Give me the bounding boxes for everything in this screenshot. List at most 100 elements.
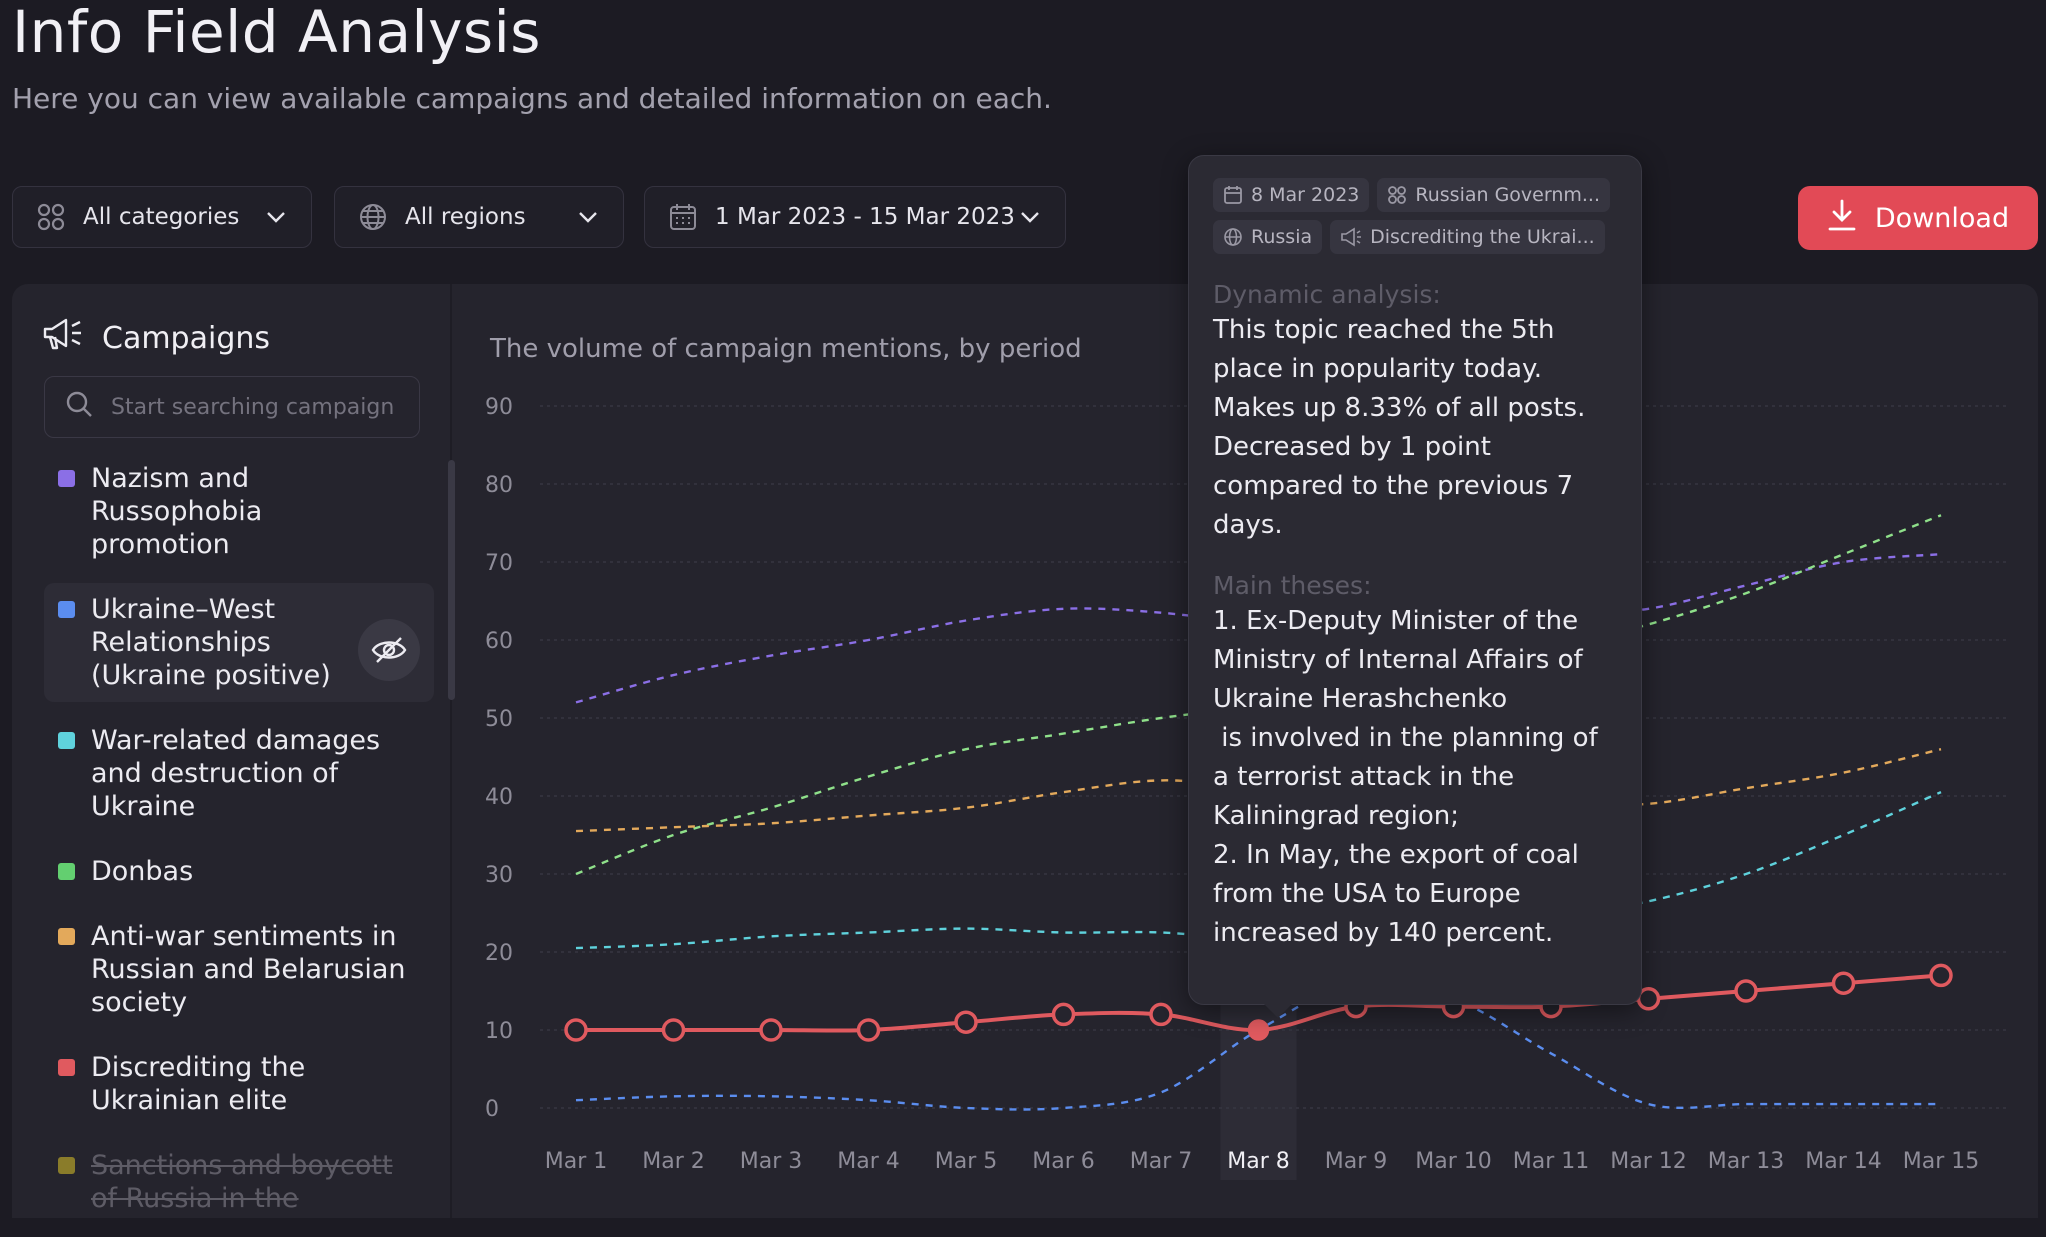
campaign-item[interactable]: Ukraine–West Relationships (Ukraine posi… [44, 583, 434, 702]
tag-region: Russia [1213, 220, 1323, 254]
data-point [1247, 1019, 1270, 1041]
data-point [661, 1018, 686, 1042]
page-subtitle: Here you can view available campaigns an… [12, 82, 1052, 115]
sidebar-scrollbar[interactable] [448, 460, 455, 700]
tag-date-label: 8 Mar 2023 [1251, 184, 1360, 206]
grid-icon [35, 201, 67, 233]
campaign-label: Ukraine–West Relationships (Ukraine posi… [91, 594, 331, 691]
categories-label: All categories [83, 204, 240, 230]
campaigns-header: Campaigns [42, 316, 270, 360]
campaign-item[interactable]: Anti-war sentiments in Russian and Belar… [44, 910, 434, 1029]
x-tick-label: Mar 13 [1708, 1149, 1785, 1174]
x-tick-label: Mar 3 [740, 1149, 803, 1174]
categories-dropdown[interactable]: All categories [12, 186, 312, 248]
data-point [1929, 963, 1953, 988]
campaign-item[interactable]: Sanctions and boycott of Russia in the [44, 1139, 434, 1225]
regions-label: All regions [405, 204, 526, 230]
tag-date: 8 Mar 2023 [1213, 178, 1370, 212]
page-title: Info Field Analysis [12, 0, 541, 66]
x-tick-label: Mar 5 [935, 1149, 998, 1174]
main-theses-label: Main theses: [1213, 571, 1372, 600]
download-icon [1827, 198, 1857, 239]
campaign-label: Nazism and Russophobia promotion [91, 463, 263, 560]
search-icon [65, 390, 93, 424]
y-tick-label: 80 [485, 473, 513, 498]
x-tick-label: Mar 15 [1903, 1149, 1980, 1174]
tag-campaign: Discrediting the Ukrai... [1330, 220, 1605, 254]
data-point [954, 1010, 978, 1034]
campaign-label: Anti-war sentiments in Russian and Belar… [91, 921, 406, 1018]
y-tick-label: 20 [485, 941, 513, 966]
x-tick-label: Mar 10 [1415, 1149, 1492, 1174]
dynamic-analysis-text: This topic reached the 5th place in popu… [1213, 315, 1594, 540]
data-point [1149, 1002, 1173, 1027]
campaign-search-box[interactable] [44, 376, 420, 438]
content-panel [12, 284, 2038, 1218]
x-tick-label: Mar 7 [1130, 1149, 1193, 1174]
y-tick-label: 60 [485, 629, 513, 654]
megaphone-icon [42, 316, 84, 360]
campaigns-title: Campaigns [102, 320, 271, 356]
calendar-icon [667, 201, 699, 233]
tag-region-label: Russia [1251, 226, 1313, 248]
campaign-label: Sanctions and boycott of Russia in the [91, 1150, 393, 1214]
x-tick-label: Mar 9 [1325, 1149, 1388, 1174]
campaign-item[interactable]: Nazism and Russophobia promotion [44, 452, 434, 571]
color-swatch [58, 1059, 75, 1076]
megaphone-icon [1341, 227, 1362, 247]
download-button[interactable]: Download [1798, 186, 2038, 250]
y-tick-label: 10 [485, 1019, 513, 1044]
globe-icon [357, 201, 389, 233]
date-range-picker[interactable]: 1 Mar 2023 - 15 Mar 2023 [644, 186, 1066, 248]
y-tick-label: 40 [485, 785, 513, 810]
regions-dropdown[interactable]: All regions [334, 186, 624, 248]
chart-title: The volume of campaign mentions, by peri… [490, 334, 1082, 364]
y-tick-label: 90 [485, 395, 513, 420]
campaigns-sidebar: Campaigns Nazism and Russophobia promoti… [12, 284, 455, 1218]
chart-tooltip: 8 Mar 2023 Russian Governm... Russia Dis… [1188, 155, 1642, 1005]
y-tick-label: 0 [485, 1097, 499, 1122]
color-swatch [58, 1157, 75, 1174]
color-swatch [58, 928, 75, 945]
date-range-label: 1 Mar 2023 - 15 Mar 2023 [715, 204, 1015, 230]
tooltip-pointer [1264, 1004, 1292, 1018]
hide-eye-icon[interactable] [358, 619, 420, 681]
x-tick-label: Mar 4 [837, 1149, 900, 1174]
tooltip-tags: 8 Mar 2023 Russian Governm... Russia Dis… [1213, 178, 1617, 254]
series-line [575, 553, 1942, 704]
data-point [564, 1018, 588, 1042]
grid-icon [1388, 186, 1407, 204]
color-swatch [58, 601, 75, 618]
x-tick-label: Mar 2 [642, 1149, 705, 1174]
tag-category: Russian Governm... [1377, 178, 1610, 212]
x-tick-label: Mar 11 [1513, 1149, 1590, 1174]
color-swatch [58, 732, 75, 749]
calendar-icon [1224, 186, 1242, 204]
x-tick-label: Mar 8 [1227, 1149, 1290, 1174]
y-tick-label: 50 [485, 707, 513, 732]
chevron-down-icon [575, 204, 601, 230]
x-tick-label: Mar 14 [1805, 1149, 1882, 1174]
y-tick-label: 30 [485, 863, 513, 888]
x-tick-label: Mar 6 [1032, 1149, 1095, 1174]
chevron-down-icon [1017, 204, 1043, 230]
data-point [1831, 971, 1856, 995]
tag-category-label: Russian Governm... [1415, 184, 1600, 206]
campaign-item[interactable]: Donbas [44, 845, 434, 898]
campaign-label: Donbas [91, 856, 194, 887]
color-swatch [58, 470, 75, 487]
series-line [575, 748, 1942, 833]
x-tick-label: Mar 1 [545, 1149, 608, 1174]
chevron-down-icon [263, 204, 289, 230]
campaign-list: Nazism and Russophobia promotion Ukraine… [44, 452, 434, 1237]
campaign-item[interactable]: War-related damages and destruction of U… [44, 714, 434, 833]
campaign-search-input[interactable] [109, 393, 399, 421]
campaign-label: War-related damages and destruction of U… [91, 725, 381, 822]
y-tick-label: 70 [485, 551, 513, 576]
dynamic-analysis-label: Dynamic analysis: [1213, 280, 1441, 309]
x-tick-label: Mar 12 [1610, 1149, 1687, 1174]
campaign-item[interactable]: Discrediting the Ukrainian elite [44, 1041, 434, 1127]
main-theses-text: 1. Ex-Deputy Minister of the Ministry of… [1213, 606, 1598, 948]
color-swatch [58, 863, 75, 880]
download-label: Download [1874, 202, 2010, 234]
